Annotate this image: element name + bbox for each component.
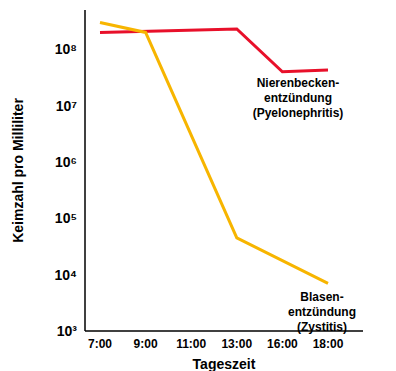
svg-text:Keimzahl pro Milliliter: Keimzahl pro Milliliter [10,98,26,243]
svg-text:13:00: 13:00 [221,337,252,351]
svg-text:10⁴: 10⁴ [55,267,78,283]
svg-text:18:00: 18:00 [313,337,344,351]
svg-text:Tageszeit: Tageszeit [193,356,256,371]
svg-text:Nierenbecken-entzündung(Pyelon: Nierenbecken-entzündung(Pyelonephritis) [253,76,344,120]
svg-text:16:00: 16:00 [267,337,298,351]
svg-text:10³: 10³ [57,323,78,339]
svg-text:10⁵: 10⁵ [55,210,77,226]
svg-text:10⁷: 10⁷ [56,98,78,114]
svg-text:10⁸: 10⁸ [55,41,77,57]
svg-text:9:00: 9:00 [134,337,158,351]
svg-text:Blasen-entzündung(Zystitis): Blasen-entzündung(Zystitis) [288,290,356,334]
svg-text:11:00: 11:00 [176,337,206,351]
svg-text:7:00: 7:00 [88,337,112,351]
svg-text:10⁶: 10⁶ [55,154,77,170]
